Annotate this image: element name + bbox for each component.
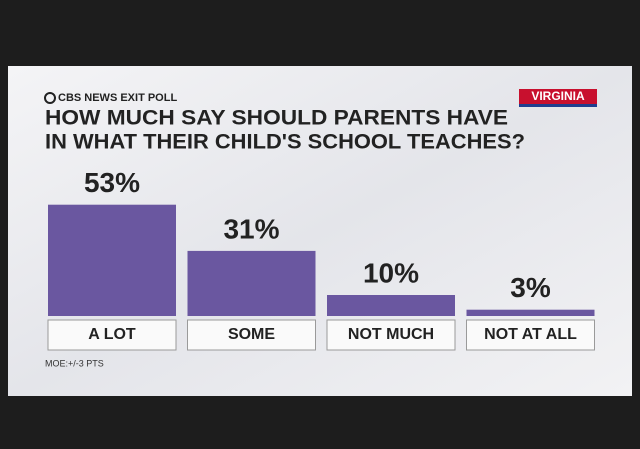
logo [44,92,56,104]
category-label: NOT AT ALL [484,326,577,343]
bar [466,309,595,316]
region: VIRGINIA [531,89,585,103]
category-box [326,319,456,351]
note: MOE:+/-3 PTS [45,358,104,368]
value-label: 53% [84,167,140,198]
value-label: 31% [223,213,279,244]
category-box [466,319,595,351]
source: CBS NEWS EXIT POLL [58,92,177,104]
bar [48,204,176,316]
value-label: 10% [363,257,419,288]
bar [187,250,316,316]
category-box [47,319,177,351]
region-stripe [519,104,597,107]
title-line: HOW MUCH SAY SHOULD PARENTS HAVE [45,107,508,130]
category-label: SOME [228,326,275,343]
title-line: IN WHAT THEIR CHILD'S SCHOOL TEACHES? [45,131,525,154]
bar [327,295,455,316]
category-label: NOT MUCH [348,326,434,343]
region-badge [519,89,597,106]
value-label: 3% [510,272,551,303]
category-box [187,319,316,351]
category-label: A LOT [88,326,136,343]
